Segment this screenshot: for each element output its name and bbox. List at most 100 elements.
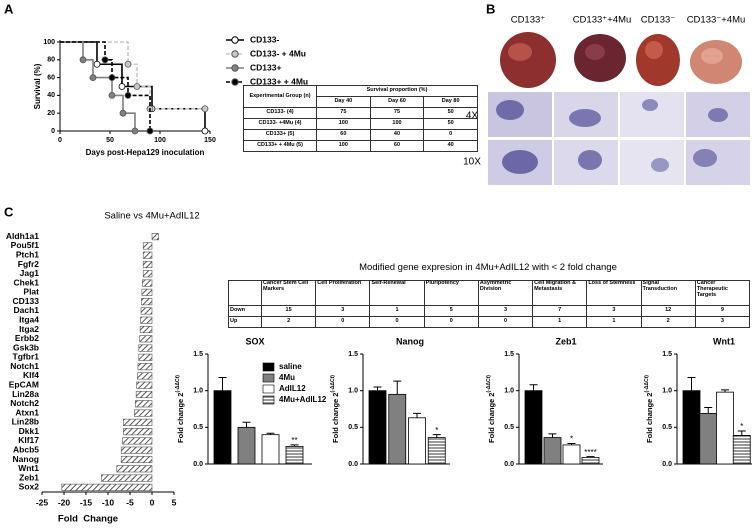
table-header: Day 60 [369, 96, 425, 108]
y-tick-label: 100 [43, 39, 55, 46]
legend-label: AdIL12 [279, 384, 306, 393]
y-axis-label: Survival (%) [33, 63, 42, 109]
row-label: 10X [463, 157, 481, 168]
significance: * [435, 426, 438, 435]
survival-point [108, 74, 116, 81]
y-tick-label: 0 [51, 128, 55, 135]
error-bar [586, 456, 595, 458]
table-cell: 1 [532, 316, 588, 328]
x-tick-label: 5 [172, 497, 177, 507]
error-bar [721, 389, 729, 393]
table-cell: 50 [423, 118, 478, 130]
bar [138, 344, 153, 352]
bar [141, 288, 153, 296]
x-tick-label: 50 [106, 137, 114, 144]
x-axis-label: Fold Change [58, 514, 118, 525]
bar [122, 437, 153, 445]
table-header: Cancer Stem Cell Markers [260, 280, 317, 306]
legend-label: CD133- [250, 34, 279, 44]
x-tick-label: -15 [80, 497, 93, 507]
panel-label: B [486, 1, 495, 16]
category-label: Ptch1 [16, 249, 39, 259]
x-axis-label: Days post-Hepa129 inoculation [86, 148, 205, 157]
bar [138, 353, 153, 361]
category-label: Wnt1 [18, 463, 39, 473]
y-axis-label: Fold change 2(-ΔΔCt) [330, 375, 340, 443]
table-header: Self-Renewal [369, 280, 425, 306]
bar [562, 444, 581, 465]
category-label: Notch2 [10, 398, 39, 408]
table-cell: 0 [315, 316, 371, 328]
bar [261, 434, 280, 465]
table-row: Down 15 3 1 5 3 7 3 12 9 [228, 305, 751, 317]
table-header: Cell Proliferation [315, 280, 371, 306]
survival-point [119, 109, 127, 117]
error-bar [373, 386, 382, 391]
y-tick-label: 1.0 [348, 388, 358, 395]
category-label: Dkk1 [19, 426, 40, 436]
error-bar [704, 407, 713, 414]
table-cell: 75 [369, 107, 425, 119]
table-row: Cancer Stem Cell Markers Cell Proliferati… [228, 280, 751, 306]
y-tick-label: 20 [47, 110, 55, 117]
bar [120, 455, 153, 464]
y-tick-label: 1.5 [504, 351, 514, 358]
table-title: Modified gene expresion in 4Mu+AdIL12 wi… [359, 262, 617, 273]
category-label: Notch1 [10, 361, 39, 371]
x-tick-label: -5 [126, 497, 134, 507]
category-label: Itga2 [19, 324, 39, 334]
chart-title: Zeb1 [555, 336, 576, 346]
legend-label: saline [279, 362, 302, 371]
bar [237, 426, 256, 465]
table-cell: 60 [316, 129, 371, 141]
error-bar [737, 430, 746, 436]
table-cell: 75 [316, 107, 371, 119]
significance: * [570, 435, 573, 444]
chart-title: Saline vs 4Mu+AdIL12 [104, 211, 199, 222]
table-header: Cancer Therapeutic Targets [694, 280, 751, 306]
table-cell: Up [228, 316, 262, 328]
bar [134, 400, 153, 408]
legend-swatch [262, 384, 275, 394]
table-cell: 0 [423, 316, 479, 328]
bar [123, 428, 153, 436]
survival-point [201, 105, 209, 113]
table-cell: 12 [640, 305, 696, 317]
category-label: Aldh1a1 [6, 231, 39, 241]
error-bar [687, 376, 696, 391]
table-corner [228, 280, 262, 306]
category-label: Chek1 [13, 277, 39, 287]
y-axis-label-main: Fold change 2 [331, 393, 340, 443]
column-label: CD133⁺ [511, 15, 546, 26]
legend-label: CD133- + 4Mu [250, 48, 306, 58]
x-tick-label: 100 [154, 137, 166, 144]
y-tick-label: 80 [47, 57, 55, 64]
x-tick-label: -25 [36, 497, 49, 507]
bar [139, 325, 153, 334]
table-cell: 100 [316, 140, 371, 152]
survival-point [124, 92, 132, 99]
y-axis-label: Fold change 2(-ΔΔCt) [486, 375, 496, 443]
table-cell: 1 [586, 316, 642, 328]
table-cell: Down [228, 305, 262, 317]
category-label: Abcb5 [13, 444, 39, 454]
organ-photos [500, 32, 742, 88]
table-cell: 15 [260, 305, 317, 317]
survival-point [131, 127, 139, 135]
legend-marker [231, 36, 239, 44]
x-tick-label: 0 [150, 497, 155, 507]
error-bar [242, 421, 251, 428]
bar [368, 390, 387, 465]
legend-label: CD133+ + 4Mu [250, 76, 308, 86]
legend-label: 4Mu [279, 373, 295, 382]
bar [134, 409, 153, 417]
y-tick-label: 0.5 [504, 424, 514, 431]
error-bar [266, 432, 275, 435]
y-tick-label: 0.0 [348, 461, 358, 468]
bar [142, 279, 153, 287]
y-axis-label: Fold change 2(-ΔΔCt) [644, 375, 654, 443]
bar [427, 437, 446, 465]
y-axis-label-superscript: (-ΔΔCt) [486, 375, 492, 393]
legend-marker [231, 78, 239, 86]
table-cell: 100 [369, 118, 425, 130]
